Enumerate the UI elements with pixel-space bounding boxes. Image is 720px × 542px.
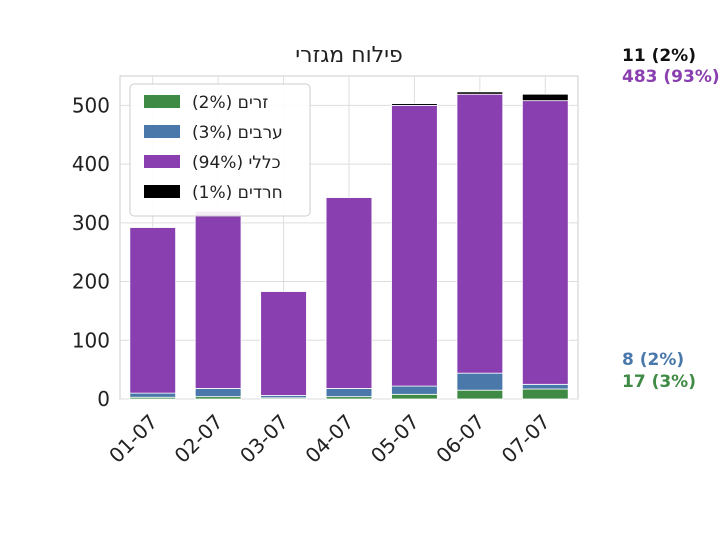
legend-label-foreign: זרים (2%): [192, 93, 268, 113]
legend-swatch-haredi: [144, 185, 180, 198]
x-tick-label: 03-07: [235, 410, 293, 468]
x-axis: 01-07 02-07 03-07 04-07 05-07 06-07 07-07: [104, 410, 555, 468]
legend-swatch-foreign: [144, 95, 180, 108]
x-tick-label: 02-07: [170, 410, 228, 468]
bar-foreign-06-07: [456, 389, 504, 400]
bar-arab-07-07: [521, 383, 569, 390]
bar-arab-02-07: [194, 388, 242, 398]
bar-haredi-07-07: [521, 93, 569, 102]
bar-haredi-06-07: [456, 91, 504, 95]
bar-general-01-07: [129, 227, 177, 394]
legend-swatch-general: [144, 155, 180, 168]
bar-general-04-07: [325, 197, 373, 389]
bar-general-06-07: [456, 93, 504, 374]
plot-area: [119, 75, 579, 400]
bar-foreign-07-07: [521, 388, 569, 400]
bar-arab-06-07: [456, 372, 504, 391]
bar-arab-04-07: [325, 388, 373, 398]
x-tick-label: 01-07: [104, 410, 162, 468]
legend-label-haredi: חרדים (1%): [192, 183, 283, 203]
x-tick-label: 05-07: [366, 410, 424, 468]
side-label-general: 483 (93%): [622, 67, 720, 87]
bar-general-02-07: [194, 210, 242, 389]
chart-title: פילוח מגזרי: [295, 43, 403, 68]
side-label-foreign: 17 (3%): [622, 372, 696, 392]
legend-label-general: כללי (94%): [192, 153, 281, 173]
bar-arab-01-07: [129, 392, 177, 398]
y-axis: 0 100 200 300 400 500: [72, 93, 110, 411]
legend-swatch-arab: [144, 125, 180, 138]
y-tick-label: 100: [72, 328, 110, 352]
y-tick-label: 200: [72, 270, 110, 294]
bar-arab-05-07: [391, 385, 438, 395]
y-tick-label: 300: [72, 211, 110, 235]
y-tick-label: 400: [72, 152, 110, 176]
x-tick-label: 06-07: [431, 410, 489, 468]
bar-general-07-07: [521, 100, 569, 385]
x-tick-label: 04-07: [300, 410, 358, 468]
bar-haredi-05-07: [391, 103, 438, 106]
y-tick-label: 0: [97, 387, 110, 411]
legend-box: [129, 83, 311, 217]
bar-general-05-07: [391, 104, 438, 387]
bar-foreign-05-07: [391, 393, 438, 400]
legend: זרים (2%) ערבים (3%) כללי (94%) חרדים (1%): [129, 83, 311, 217]
legend-label-arab: ערבים (3%): [192, 123, 283, 143]
side-label-haredi: 11 (2%): [622, 46, 696, 66]
y-tick-label: 500: [72, 93, 110, 117]
side-label-arab: 8 (2%): [622, 350, 685, 370]
x-tick-label: 07-07: [497, 410, 555, 468]
bar-general-03-07: [260, 291, 307, 396]
